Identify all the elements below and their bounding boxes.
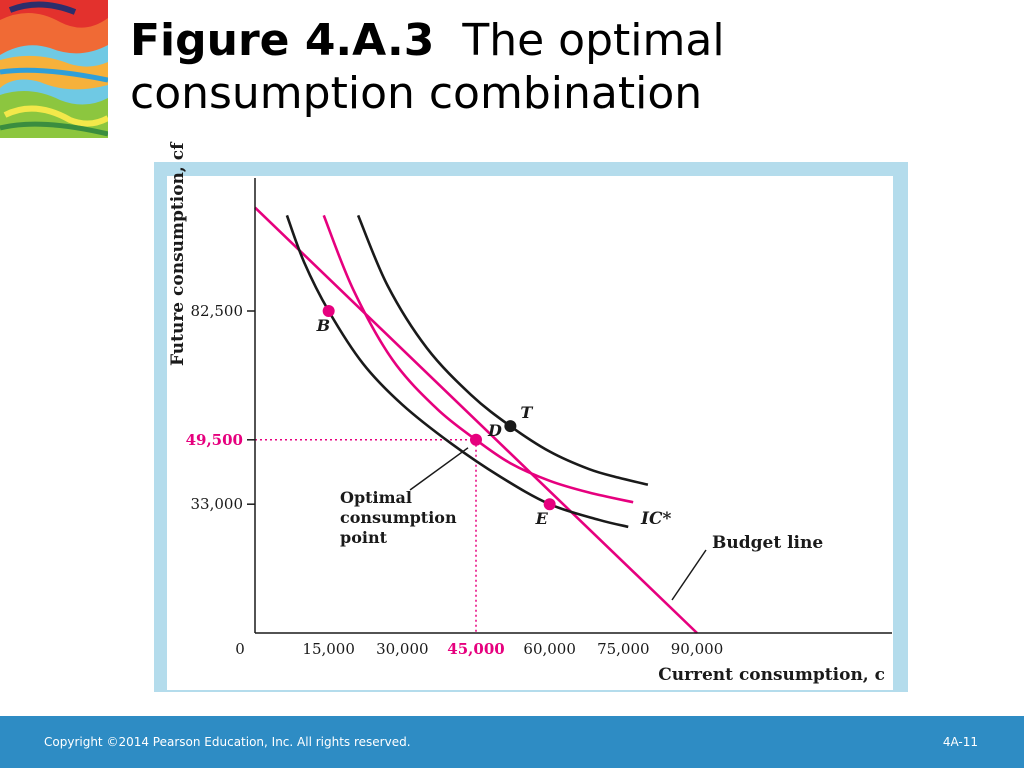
point-d (470, 433, 482, 446)
point-label-b: B (316, 316, 331, 335)
point-e (543, 498, 556, 511)
chart-series (254, 206, 698, 634)
chart-points: B D E T (316, 305, 556, 528)
footer-bar: Copyright ©2014 Pearson Education, Inc. … (0, 716, 1024, 768)
axis-ticks: 0 15,000 30,000 45,000 60,000 75,000 90,000 33,… (186, 302, 724, 658)
annotation-optimal-point: point (340, 528, 388, 547)
annotation-budget-line: Budget line (712, 533, 823, 553)
slide-title: Figure 4.A.3 The optimal consumption com… (130, 14, 990, 120)
annotation-leader-optimal (409, 447, 469, 491)
x-tick-label: 60,000 (523, 640, 576, 658)
figure-number: Figure 4.A.3 (130, 15, 435, 66)
guide-lines (255, 439, 477, 633)
y-tick-label: 82,500 (191, 302, 244, 320)
figure-title: The optimal consumption combination (130, 15, 725, 119)
x-tick-label: 15,000 (302, 640, 355, 658)
x-tick-label: 90,000 (671, 640, 724, 658)
point-label-d: D (487, 421, 502, 440)
y-tick-label: 49,500 (186, 431, 243, 449)
series-indifference-curve-2 (285, 214, 629, 529)
point-t (504, 420, 517, 433)
abstract-painting-logo (0, 0, 108, 138)
y-tick-label: 33,000 (191, 495, 244, 513)
series-ic- (322, 214, 634, 504)
series-budget-line (254, 206, 698, 634)
annotation-leader-budget (671, 549, 707, 601)
x-tick-label: 30,000 (376, 640, 429, 658)
y-axis-label: Future consumption, cf (168, 141, 188, 366)
annotation-ic-star: IC* (640, 509, 671, 529)
chart-axes (254, 178, 892, 634)
point-b (322, 305, 335, 317)
annotation-optimal-point: Optimal (340, 488, 412, 507)
x-axis-label: Current consumption, c (658, 665, 885, 685)
annotation-optimal-point: consumption (340, 508, 457, 527)
x-tick-label: 0 (235, 640, 245, 658)
point-label-e: E (535, 509, 549, 528)
slide-number: 4A-11 (942, 735, 978, 749)
plot-panel (167, 176, 893, 690)
x-tick-label: 45,000 (447, 640, 504, 658)
x-tick-label: 75,000 (597, 640, 650, 658)
copyright-text: Copyright ©2014 Pearson Education, Inc. … (44, 735, 411, 749)
point-label-t: T (520, 403, 533, 422)
